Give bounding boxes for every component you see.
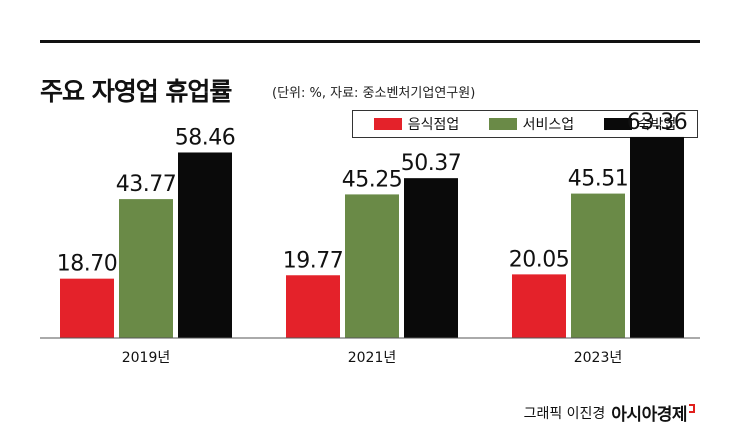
legend-label-service: 서비스업: [522, 117, 575, 133]
legend-label-lodging: 숙박업: [637, 117, 677, 133]
bar-service-0: [119, 199, 173, 338]
bar-lodging-2: [630, 136, 684, 338]
legend-swatch-service: [488, 118, 517, 130]
value-label-lodging-2: 63.36: [627, 110, 687, 135]
legend-item-food: 음식점업: [373, 114, 460, 134]
bar-lodging-0: [178, 152, 232, 338]
value-label-service-0: 43.77: [116, 172, 176, 197]
chart-subtitle: (단위: %, 자료: 중소벤처기업연구원): [272, 86, 476, 101]
bar-service-2: [571, 193, 625, 338]
legend-label-food: 음식점업: [407, 117, 460, 133]
bar-lodging-1: [404, 178, 458, 338]
x-tick-label-1: 2021년: [348, 350, 397, 366]
value-label-food-2: 20.05: [509, 247, 569, 272]
legend-swatch-food: [373, 118, 402, 130]
graphic-credit: 그래픽 이진경: [523, 405, 606, 422]
top-rule: [40, 40, 700, 43]
legend: 음식점업 서비스업 숙박업: [352, 110, 698, 138]
bar-food-1: [286, 275, 340, 338]
value-label-lodging-0: 58.46: [175, 125, 235, 150]
bar-service-1: [345, 194, 399, 338]
legend-item-lodging: 숙박업: [603, 114, 677, 134]
value-label-food-0: 18.70: [57, 252, 117, 277]
value-label-service-2: 45.51: [568, 167, 628, 192]
legend-item-service: 서비스업: [488, 114, 575, 134]
brand-mark-icon: [689, 404, 695, 413]
legend-swatch-lodging: [603, 118, 632, 130]
credit: 그래픽 이진경 아시아경제: [524, 400, 695, 425]
x-tick-label-2: 2023년: [574, 350, 623, 366]
value-label-food-1: 19.77: [283, 248, 343, 273]
bar-food-2: [512, 274, 566, 338]
value-label-service-1: 45.25: [342, 167, 402, 192]
x-tick-label-0: 2019년: [122, 350, 171, 366]
value-label-lodging-1: 50.37: [401, 151, 461, 176]
brand-name: 아시아경제: [611, 405, 687, 425]
bar-food-0: [60, 278, 114, 338]
chart-title: 주요 자영업 휴업률: [40, 77, 232, 106]
